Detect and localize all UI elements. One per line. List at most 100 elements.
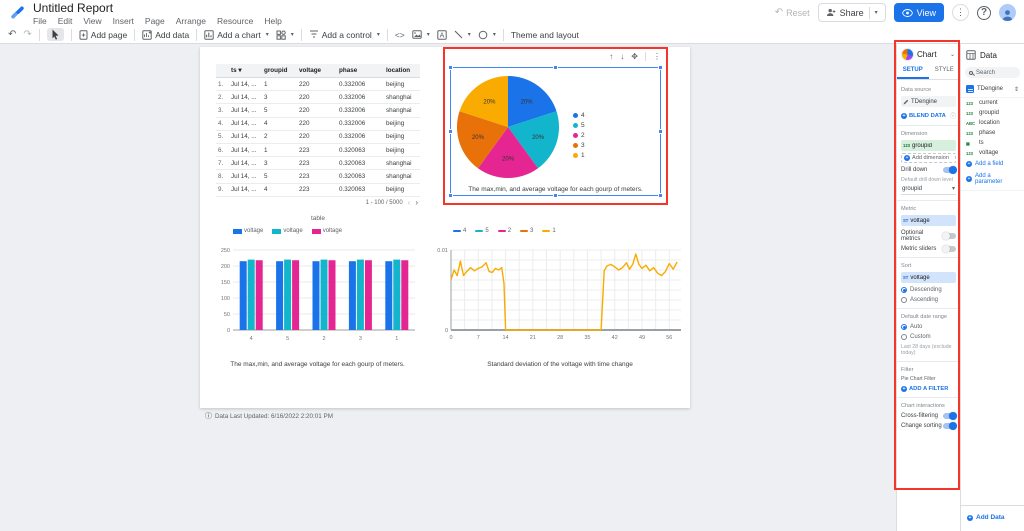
- pie-chart[interactable]: 20% 20% 20% 20% 20%: [452, 69, 572, 181]
- menu-item-edit[interactable]: Edit: [57, 16, 73, 26]
- move-up-icon[interactable]: ↑: [609, 51, 614, 61]
- redo-button[interactable]: ↷: [23, 28, 32, 40]
- field-type-date-icon: ▦: [966, 140, 970, 146]
- sort-chip[interactable]: ST voltage: [901, 272, 956, 283]
- drill-down-toggle[interactable]: [943, 165, 957, 174]
- menu-item-view[interactable]: View: [83, 16, 102, 26]
- report-canvas[interactable]: ts ▾ groupid voltage phase location 1. Jul 14,…: [200, 47, 690, 408]
- line-chart[interactable]: 4 5 2 3 1 0 7 14 21 28 35 42 49 56 0 0.01 Standard dev…: [435, 228, 685, 368]
- blend-data-button[interactable]: + BLEND DATA ⓘ: [901, 112, 956, 120]
- text-button[interactable]: A: [437, 29, 447, 40]
- field-item-voltage[interactable]: 123 voltage: [961, 148, 1024, 158]
- shape-icon: [478, 30, 488, 39]
- field-item-current[interactable]: 123 current: [961, 98, 1024, 108]
- column-header[interactable]: voltage: [297, 64, 337, 78]
- date-range-option[interactable]: Custom: [901, 334, 956, 340]
- menu-item-page[interactable]: Page: [144, 16, 165, 26]
- legend-swatch: [311, 228, 321, 234]
- add-page-button[interactable]: Add page: [79, 30, 127, 40]
- share-caret-icon[interactable]: ▾: [874, 9, 878, 16]
- radio-custom[interactable]: [901, 334, 907, 340]
- add-chart-button[interactable]: Add a chart: [204, 30, 269, 40]
- menu-item-help[interactable]: Help: [264, 16, 282, 26]
- bar-chart[interactable]: voltage voltage voltage 0 50 100 150 200 250 4 5 2…: [215, 228, 420, 368]
- legend-label: 5: [581, 121, 585, 129]
- add-filter-button[interactable]: + ADD A FILTER: [901, 386, 949, 392]
- field-item-phase[interactable]: 123 phase: [961, 128, 1024, 138]
- cross-filtering-toggle[interactable]: [943, 411, 957, 420]
- add-parameter-button[interactable]: + Add a parameter: [961, 170, 1024, 191]
- data-source-icon: [966, 85, 974, 93]
- select-tool-button[interactable]: [46, 28, 64, 41]
- menu-item-resource[interactable]: Resource: [217, 16, 254, 26]
- svg-text:0: 0: [227, 328, 230, 334]
- next-page-icon[interactable]: ›: [415, 197, 418, 207]
- metric-chip[interactable]: ST voltage: [901, 215, 956, 226]
- date-range-option[interactable]: Auto: [901, 324, 956, 330]
- field-search-input[interactable]: Search: [965, 67, 1020, 78]
- move-icon[interactable]: ✥: [631, 51, 638, 61]
- undo-button[interactable]: ↶: [8, 28, 17, 40]
- move-down-icon[interactable]: ↓: [620, 51, 625, 61]
- radio-auto[interactable]: [901, 324, 907, 330]
- add-dimension-button[interactable]: + Add dimension: [901, 153, 956, 163]
- url-embed-button[interactable]: <>: [394, 29, 405, 40]
- sort-option[interactable]: Descending: [901, 287, 956, 293]
- selection-rectangle[interactable]: [448, 65, 663, 198]
- data-source-chip[interactable]: TDengine: [901, 96, 956, 107]
- data-source-row[interactable]: TDengine ⇕: [961, 83, 1024, 98]
- metric-sliders-toggle[interactable]: [942, 244, 956, 253]
- line-tool-button[interactable]: [454, 30, 471, 39]
- add-data-button-bottom[interactable]: + Add Data: [961, 505, 1024, 531]
- reset-button[interactable]: ↶ Reset: [774, 6, 810, 18]
- report-title[interactable]: Untitled Report: [33, 1, 114, 15]
- tab-style[interactable]: STYLE: [934, 67, 954, 73]
- info-icon[interactable]: ⓘ: [949, 114, 956, 120]
- drill-level-select[interactable]: groupid ▾: [901, 184, 956, 195]
- share-button[interactable]: Share ▾: [817, 3, 886, 22]
- image-button[interactable]: [412, 30, 430, 39]
- interaction-row: Change sorting: [901, 421, 957, 430]
- sort-option[interactable]: Ascending: [901, 297, 956, 303]
- more-options-button[interactable]: ⋮: [952, 4, 969, 21]
- add-data-button[interactable]: Add data: [142, 30, 189, 40]
- table-chart[interactable]: ts ▾ groupid voltage phase location 1. Jul 14,…: [216, 64, 420, 222]
- image-icon: [412, 30, 422, 39]
- plus-icon: +: [966, 161, 972, 167]
- field-item-groupid[interactable]: 123 groupid: [961, 108, 1024, 118]
- change-sorting-toggle[interactable]: [943, 421, 957, 430]
- menu-item-insert[interactable]: Insert: [112, 16, 134, 26]
- dimension-chip[interactable]: 123 groupid: [901, 140, 956, 151]
- radio-descending[interactable]: [901, 287, 907, 293]
- menu-item-file[interactable]: File: [33, 16, 47, 26]
- column-header[interactable]: ts ▾: [229, 64, 262, 78]
- view-button[interactable]: View: [893, 3, 944, 22]
- community-visualizations-button[interactable]: [276, 30, 294, 40]
- add-field-button[interactable]: + Add a field: [966, 161, 1004, 167]
- column-header[interactable]: [216, 64, 229, 78]
- add-control-button[interactable]: Add a control: [309, 30, 380, 40]
- help-button[interactable]: ?: [977, 5, 991, 20]
- chevron-down-icon[interactable]: ⌄: [949, 52, 955, 58]
- prev-page-icon[interactable]: ‹: [407, 197, 411, 207]
- column-header[interactable]: phase: [337, 64, 384, 78]
- svg-text:56: 56: [666, 335, 672, 341]
- interaction-label: Change sorting: [901, 423, 942, 429]
- theme-layout-button[interactable]: Theme and layout: [510, 29, 579, 40]
- chart-type-pie-icon[interactable]: [902, 49, 913, 60]
- shape-tool-button[interactable]: [478, 30, 496, 40]
- field-item-ts[interactable]: ▦ ts: [961, 138, 1024, 148]
- drill-level-label: Default drill down level: [901, 177, 953, 183]
- column-header[interactable]: location: [384, 64, 420, 78]
- optional-metrics-toggle[interactable]: [942, 231, 956, 240]
- tab-setup[interactable]: SETUP: [897, 64, 929, 79]
- legend-dot: [573, 142, 578, 148]
- field-item-location[interactable]: ABC location: [961, 118, 1024, 128]
- avatar[interactable]: [999, 4, 1016, 21]
- column-header[interactable]: groupid: [262, 64, 297, 78]
- info-icon[interactable]: ⓘ: [205, 413, 212, 420]
- menu-item-arrange[interactable]: Arrange: [175, 16, 207, 26]
- collapse-fields-icon[interactable]: ⇕: [1013, 86, 1019, 93]
- radio-ascending[interactable]: [901, 297, 907, 303]
- chart-more-icon[interactable]: ⋮: [653, 51, 661, 61]
